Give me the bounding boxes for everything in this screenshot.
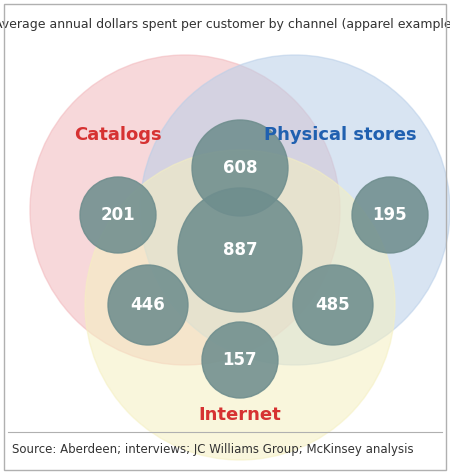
Circle shape <box>293 265 373 345</box>
Circle shape <box>140 55 450 365</box>
Circle shape <box>85 150 395 460</box>
Circle shape <box>202 322 278 398</box>
Text: Physical stores: Physical stores <box>264 126 416 144</box>
Text: Internet: Internet <box>198 406 281 424</box>
Circle shape <box>80 177 156 253</box>
Text: 195: 195 <box>373 206 407 224</box>
Text: 157: 157 <box>223 351 257 369</box>
Circle shape <box>108 265 188 345</box>
Text: Average annual dollars spent per customer by channel (apparel example): Average annual dollars spent per custome… <box>0 18 450 31</box>
Text: 485: 485 <box>316 296 350 314</box>
Text: 446: 446 <box>130 296 166 314</box>
Circle shape <box>192 120 288 216</box>
Text: 608: 608 <box>223 159 257 177</box>
Text: 887: 887 <box>223 241 257 259</box>
Circle shape <box>178 188 302 312</box>
Text: 201: 201 <box>101 206 135 224</box>
Circle shape <box>352 177 428 253</box>
Text: Catalogs: Catalogs <box>74 126 162 144</box>
Circle shape <box>30 55 340 365</box>
Text: Source: Aberdeen; interviews; JC Williams Group; McKinsey analysis: Source: Aberdeen; interviews; JC William… <box>12 444 414 456</box>
